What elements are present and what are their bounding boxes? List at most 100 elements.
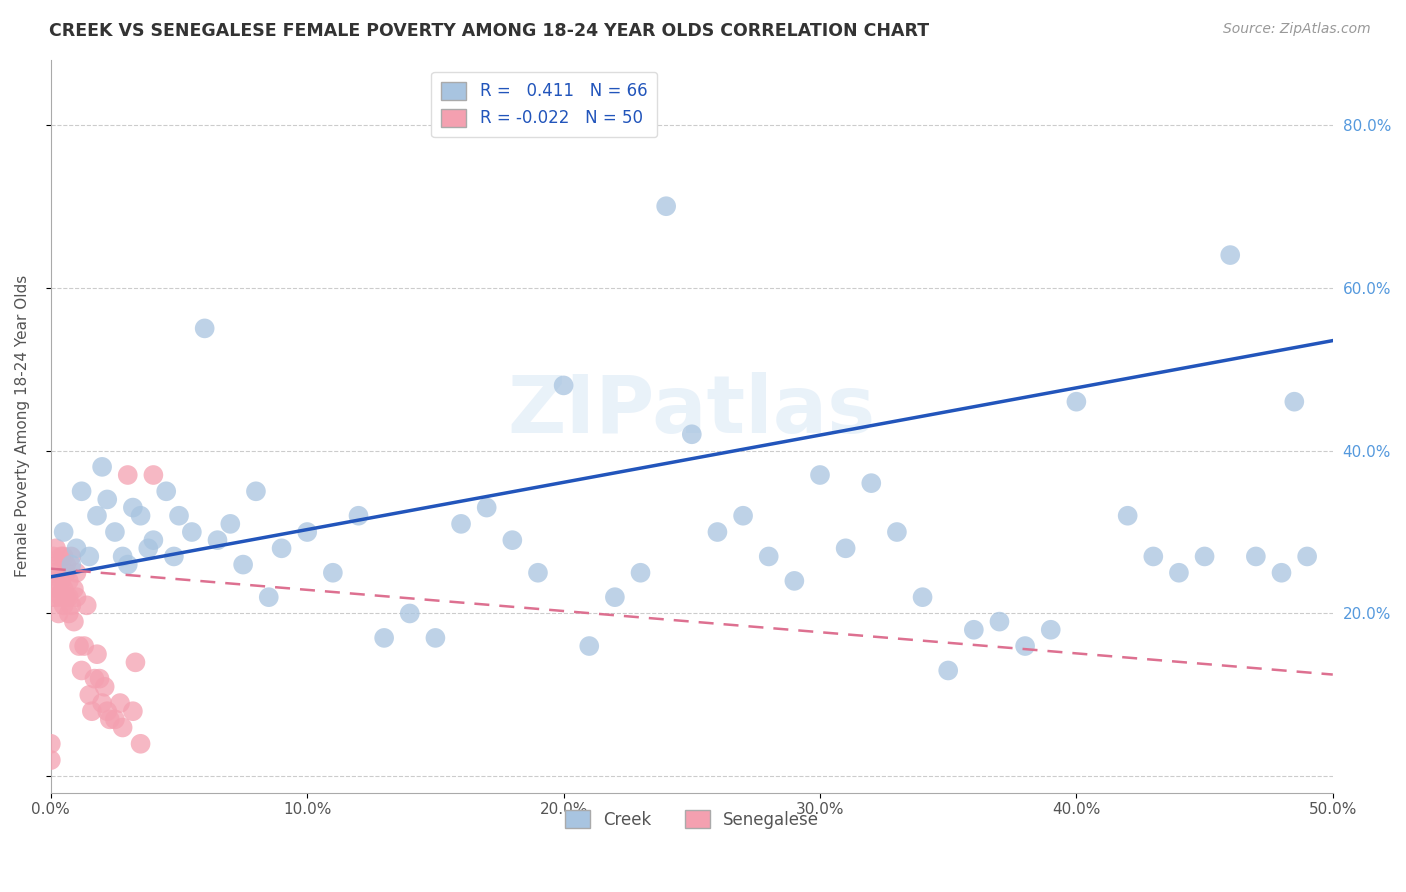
Point [450, 516, 472, 531]
Legend: Creek, Senegalese: Creek, Senegalese [558, 804, 825, 836]
Point [180, 524, 202, 539]
Text: Source: ZipAtlas.com: Source: ZipAtlas.com [1223, 22, 1371, 37]
Point [1284, 394, 1306, 409]
Point [911, 590, 934, 604]
Point [104, 524, 127, 539]
Point [163, 549, 186, 564]
Point [347, 508, 370, 523]
Point [167, 508, 190, 523]
Point [783, 574, 806, 588]
Point [79, 688, 101, 702]
Point [1066, 394, 1088, 409]
Point [91, 459, 114, 474]
Point [76, 599, 98, 613]
Text: ZIPatlas: ZIPatlas [508, 373, 876, 450]
Point [142, 533, 165, 548]
Point [52, 599, 75, 613]
Point [1194, 549, 1216, 564]
Point [58, 590, 80, 604]
Point [48, 582, 70, 596]
Point [111, 549, 134, 564]
Point [79, 549, 101, 564]
Point [155, 484, 177, 499]
Point [45, 590, 67, 604]
Point [808, 468, 831, 483]
Point [630, 566, 652, 580]
Point [733, 508, 755, 523]
Point [142, 468, 165, 483]
Point [49, 549, 72, 564]
Point [48, 607, 70, 621]
Point [60, 549, 83, 564]
Point [322, 566, 344, 580]
Point [936, 664, 959, 678]
Point [55, 558, 77, 572]
Point [706, 524, 728, 539]
Point [80, 704, 103, 718]
Point [52, 524, 75, 539]
Point [42, 566, 65, 580]
Point [988, 615, 1011, 629]
Point [124, 656, 146, 670]
Point [49, 590, 72, 604]
Point [60, 558, 83, 572]
Point [207, 533, 229, 548]
Point [98, 712, 121, 726]
Point [886, 524, 908, 539]
Point [39, 753, 62, 767]
Point [55, 590, 77, 604]
Point [1168, 566, 1191, 580]
Point [270, 541, 292, 556]
Point [681, 427, 703, 442]
Point [96, 704, 118, 718]
Text: CREEK VS SENEGALESE FEMALE POVERTY AMONG 18-24 YEAR OLDS CORRELATION CHART: CREEK VS SENEGALESE FEMALE POVERTY AMONG… [49, 22, 929, 40]
Point [70, 664, 93, 678]
Point [425, 631, 447, 645]
Point [219, 516, 242, 531]
Point [1014, 639, 1036, 653]
Point [52, 582, 75, 596]
Point [96, 492, 118, 507]
Point [89, 672, 111, 686]
Point [194, 321, 217, 335]
Point [232, 558, 254, 572]
Point [578, 639, 600, 653]
Point [1296, 549, 1319, 564]
Point [83, 672, 105, 686]
Point [63, 582, 86, 596]
Point [129, 508, 152, 523]
Point [245, 484, 267, 499]
Point [86, 647, 108, 661]
Point [67, 639, 90, 653]
Point [70, 484, 93, 499]
Point [48, 558, 70, 572]
Point [52, 549, 75, 564]
Point [122, 500, 145, 515]
Point [1116, 508, 1139, 523]
Point [553, 378, 575, 392]
Point [501, 533, 523, 548]
Point [60, 599, 83, 613]
Point [108, 696, 131, 710]
Point [122, 704, 145, 718]
Point [58, 607, 80, 621]
Point [49, 574, 72, 588]
Point [963, 623, 986, 637]
Point [65, 590, 87, 604]
Point [373, 631, 395, 645]
Point [58, 574, 80, 588]
Point [104, 712, 127, 726]
Point [398, 607, 420, 621]
Point [527, 566, 550, 580]
Point [93, 680, 115, 694]
Point [65, 566, 87, 580]
Point [834, 541, 856, 556]
Point [42, 590, 65, 604]
Point [63, 615, 86, 629]
Point [55, 566, 77, 580]
Point [129, 737, 152, 751]
Point [91, 696, 114, 710]
Point [117, 558, 139, 572]
Point [136, 541, 159, 556]
Point [42, 549, 65, 564]
